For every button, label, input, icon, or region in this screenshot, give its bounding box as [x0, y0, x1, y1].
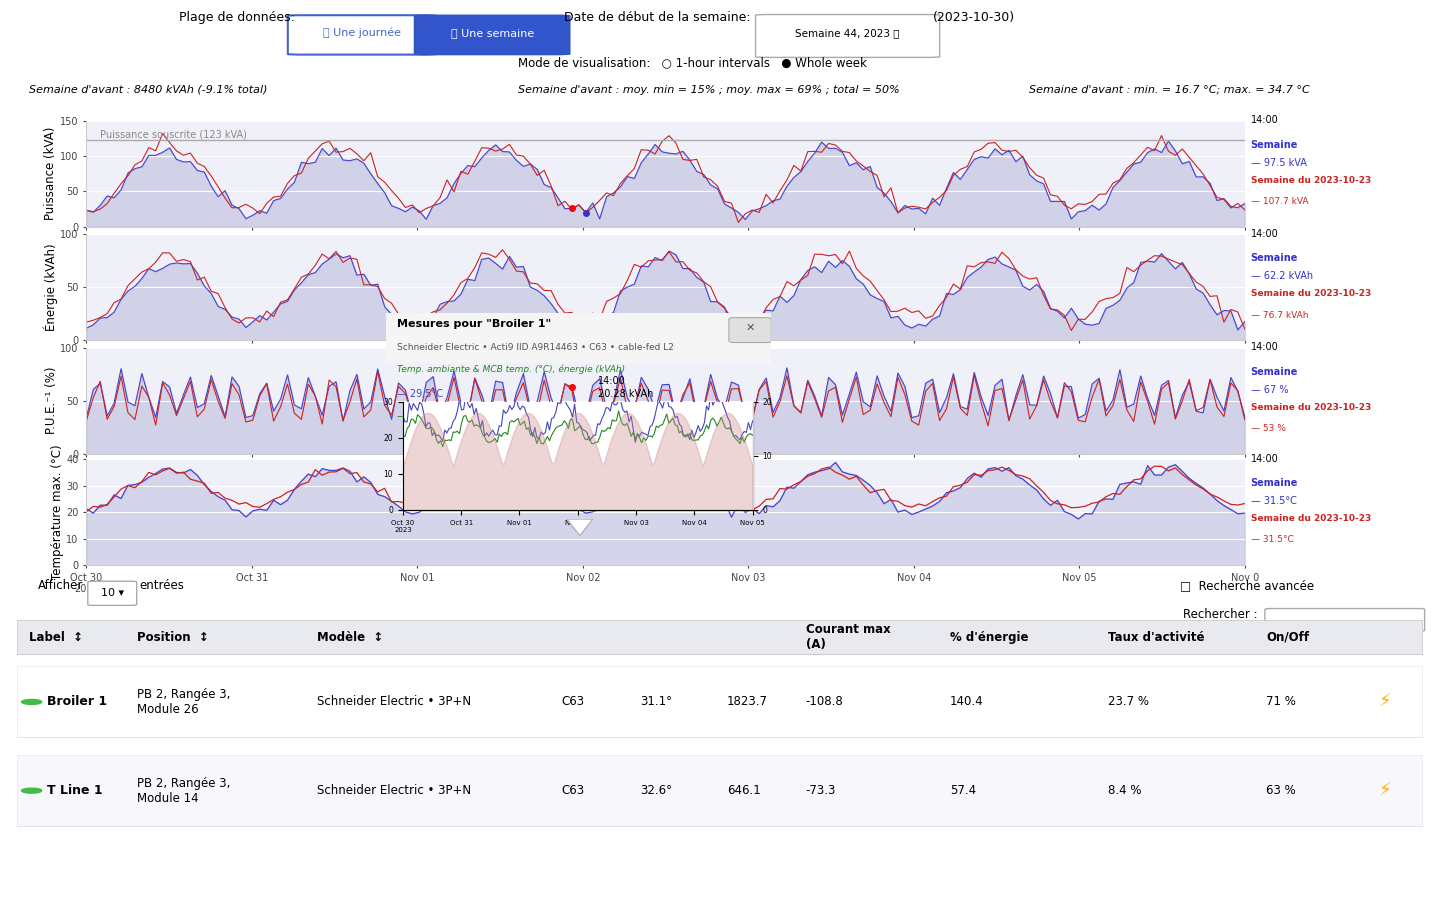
Circle shape [22, 788, 42, 793]
Text: 32.6°: 32.6° [640, 785, 672, 798]
Text: — 67 %: — 67 % [1250, 384, 1288, 395]
Text: — 22.0°C: — 22.0°C [397, 411, 443, 421]
Text: — 62.2 kVAh: — 62.2 kVAh [1250, 271, 1312, 281]
Text: Modèle  ↕: Modèle ↕ [317, 631, 383, 644]
Text: Schneider Electric • 3P+N: Schneider Electric • 3P+N [317, 695, 471, 708]
Text: 63 %: 63 % [1266, 785, 1297, 798]
Text: -108.8: -108.8 [806, 695, 843, 708]
Text: 8.4 %: 8.4 % [1108, 785, 1141, 798]
Text: Semaine d'avant : 8480 kVAh (-9.1% total): Semaine d'avant : 8480 kVAh (-9.1% total… [29, 85, 268, 95]
Text: — 53 %: — 53 % [1250, 424, 1285, 433]
Text: On/Off: On/Off [1266, 631, 1309, 644]
Text: (2023-10-30): (2023-10-30) [932, 11, 1014, 25]
FancyBboxPatch shape [730, 317, 771, 343]
Text: ✕: ✕ [745, 323, 755, 333]
Text: 31.1°: 31.1° [640, 695, 672, 708]
Text: 14:00: 14:00 [1250, 229, 1278, 239]
Circle shape [22, 700, 42, 704]
Text: Mesures pour "Broiler 1": Mesures pour "Broiler 1" [397, 319, 551, 328]
FancyBboxPatch shape [414, 15, 570, 54]
Text: 71 %: 71 % [1266, 695, 1297, 708]
Y-axis label: Énergie (kVAh): Énergie (kVAh) [43, 243, 58, 331]
Text: Semaine d'avant : min. = 16.7 °C; max. = 34.7 °C: Semaine d'avant : min. = 16.7 °C; max. =… [1029, 85, 1309, 95]
Text: entrées: entrées [140, 579, 184, 593]
Y-axis label: Puissance (kVA): Puissance (kVA) [45, 127, 58, 220]
Text: 10 ▾: 10 ▾ [101, 587, 124, 597]
Text: Puissance souscrite (123 kVA): Puissance souscrite (123 kVA) [101, 130, 248, 140]
Text: Semaine: Semaine [1250, 140, 1298, 150]
Text: 🗓 Une semaine: 🗓 Une semaine [450, 29, 534, 38]
Text: □  Recherche avancée: □ Recherche avancée [1180, 579, 1314, 593]
Bar [386, 313, 771, 363]
Y-axis label: P.U.E.⁻¹ (%): P.U.E.⁻¹ (%) [45, 367, 58, 434]
Text: 20.28 kVAh: 20.28 kVAh [597, 389, 653, 399]
Text: 14:00: 14:00 [1250, 454, 1278, 464]
Y-axis label: Température max. (°C): Température max. (°C) [50, 444, 63, 580]
Text: Plage de données:: Plage de données: [178, 11, 295, 25]
Text: Semaine d'avant : moy. min = 15% ; moy. max = 69% ; total = 50%: Semaine d'avant : moy. min = 15% ; moy. … [518, 85, 899, 95]
Text: Position  ↕: Position ↕ [137, 631, 209, 644]
Bar [17, 755, 1422, 826]
Bar [17, 621, 1422, 654]
Text: 14:00: 14:00 [597, 376, 626, 385]
Text: 57.4: 57.4 [950, 785, 976, 798]
Text: — 76.7 kVAh: — 76.7 kVAh [1250, 311, 1308, 320]
Text: ⚡: ⚡ [1379, 693, 1392, 711]
Text: PB 2, Rangée 3,
Module 26: PB 2, Rangée 3, Module 26 [137, 688, 230, 715]
Text: Semaine: Semaine [1250, 479, 1298, 489]
Text: — 29.5°C: — 29.5°C [397, 389, 443, 399]
Text: — 31.5°C: — 31.5°C [1250, 536, 1294, 545]
Bar [17, 667, 1422, 738]
FancyBboxPatch shape [288, 15, 436, 54]
Text: 🗓 Une journée: 🗓 Une journée [322, 28, 401, 39]
Text: Semaine du 2023-10-23: Semaine du 2023-10-23 [1250, 403, 1371, 412]
Text: C63: C63 [561, 695, 584, 708]
Text: 23.7 %: 23.7 % [1108, 695, 1148, 708]
Text: % d'énergie: % d'énergie [950, 631, 1029, 644]
Text: Taux d'activité: Taux d'activité [1108, 631, 1204, 644]
Text: — 97.5 kVA: — 97.5 kVA [1250, 158, 1307, 168]
Text: 14:00: 14:00 [1250, 115, 1278, 125]
Text: Semaine du 2023-10-23: Semaine du 2023-10-23 [1250, 514, 1371, 524]
Text: Semaine 44, 2023 📅: Semaine 44, 2023 📅 [796, 29, 899, 38]
Text: Afficher: Afficher [37, 579, 83, 593]
Text: Schneider Electric • Acti9 IID A9R14463 • C63 • cable-fed L2: Schneider Electric • Acti9 IID A9R14463 … [397, 343, 673, 351]
Text: -73.3: -73.3 [806, 785, 836, 798]
FancyBboxPatch shape [1265, 609, 1425, 632]
Text: 140.4: 140.4 [950, 695, 983, 708]
Text: Temp. ambiante & MCB temp. (°C), énergie (kVAh): Temp. ambiante & MCB temp. (°C), énergie… [397, 364, 626, 373]
Text: — 31.5°C: — 31.5°C [1250, 496, 1297, 506]
Text: Rechercher :: Rechercher : [1183, 608, 1258, 621]
Text: Semaine: Semaine [1250, 254, 1298, 264]
Text: Semaine: Semaine [1250, 367, 1298, 377]
Text: Label  ↕: Label ↕ [29, 631, 83, 644]
Text: Semaine du 2023-10-23: Semaine du 2023-10-23 [1250, 176, 1371, 185]
FancyBboxPatch shape [88, 581, 137, 606]
Text: Mode de visualisation:   ○ 1-hour intervals   ● Whole week: Mode de visualisation: ○ 1-hour interval… [518, 55, 866, 69]
Text: PB 2, Rangée 3,
Module 14: PB 2, Rangée 3, Module 14 [137, 776, 230, 805]
Text: 1823.7: 1823.7 [727, 695, 767, 708]
Text: Broiler 1: Broiler 1 [47, 695, 108, 708]
Text: Semaine du 2023-10-23: Semaine du 2023-10-23 [1250, 290, 1371, 299]
Text: C63: C63 [561, 785, 584, 798]
Text: 646.1: 646.1 [727, 785, 760, 798]
FancyBboxPatch shape [755, 15, 940, 57]
Text: 14:00: 14:00 [1250, 342, 1278, 352]
Text: ⚡: ⚡ [1379, 782, 1392, 799]
Text: — 107.7 kVA: — 107.7 kVA [1250, 197, 1308, 207]
Text: T Line 1: T Line 1 [47, 785, 104, 798]
Text: Courant max
(A): Courant max (A) [806, 623, 891, 651]
Polygon shape [567, 519, 593, 536]
Text: Schneider Electric • 3P+N: Schneider Electric • 3P+N [317, 785, 471, 798]
Text: Date de début de la semaine:: Date de début de la semaine: [564, 11, 751, 25]
